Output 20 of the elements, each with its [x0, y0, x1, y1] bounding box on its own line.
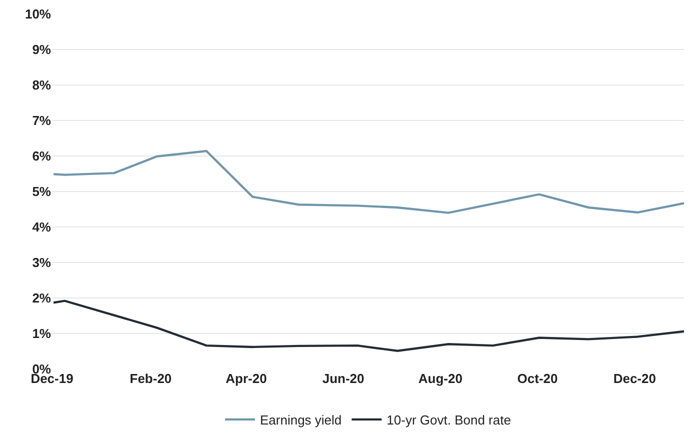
- y-tick-label: 6%: [32, 148, 52, 164]
- legend-label: 10-yr Govt. Bond rate: [386, 412, 511, 428]
- y-tick-label: 9%: [32, 42, 52, 58]
- legend-label: Earnings yield: [260, 412, 342, 428]
- y-tick-label: 7%: [32, 113, 52, 128]
- y-tick-label: 3%: [32, 255, 52, 270]
- x-tick-label: Aug-20: [418, 371, 462, 386]
- y-tick-label: 1%: [32, 326, 52, 342]
- x-tick-label: Feb-20: [130, 371, 172, 386]
- x-tick-label: Jun-20: [322, 371, 364, 386]
- line-series: [52, 150, 684, 214]
- line-series: [52, 300, 684, 352]
- y-tick-label: 5%: [32, 184, 52, 200]
- y-tick-label: 10%: [24, 6, 52, 22]
- y-tick-label: 8%: [32, 78, 52, 93]
- y-tick-label: 4%: [32, 220, 52, 235]
- x-tick-label: Oct-20: [517, 371, 558, 386]
- x-tick-label: Dec-20: [613, 371, 656, 386]
- x-tick-label: Apr-20: [226, 371, 267, 386]
- y-tick-label: 2%: [32, 290, 52, 306]
